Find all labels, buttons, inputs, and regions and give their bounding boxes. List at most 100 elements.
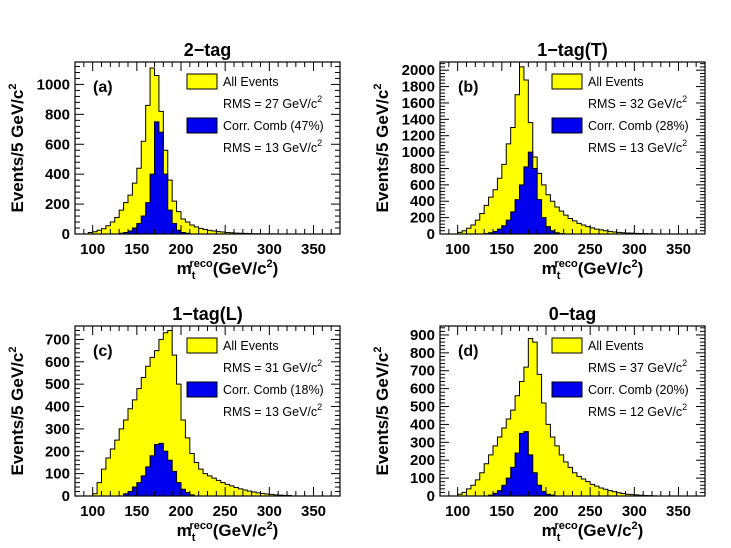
y-axis-label: Events/5 GeV/c2	[372, 84, 392, 213]
y-axis-label: Events/5 GeV/c2	[372, 347, 392, 476]
x-tick-label: 200	[168, 503, 193, 520]
x-tick-label: 350	[666, 503, 691, 520]
chart-panel-2: 100 150 200 250 300 3500200400600800100012001…	[372, 40, 706, 282]
legend-entry: Corr. Comb (18%)	[223, 383, 324, 397]
legend-entry: RMS = 13 GeV/c2	[223, 402, 322, 419]
histogram-correct-combination	[123, 442, 195, 497]
y-tick-label: 800	[45, 106, 70, 123]
y-tick-label: 200	[410, 210, 435, 227]
chart-panel-3: 100 150 200 250 300 350 0 100 200 300 400 500 600 700…	[7, 304, 341, 544]
y-tick-label: 0	[62, 226, 70, 243]
y-tick-label: 600	[410, 177, 435, 194]
x-tick-label: 250	[578, 503, 603, 520]
legend-swatch	[186, 337, 218, 354]
panel-label: (c)	[93, 343, 113, 360]
legend-swatch	[551, 73, 583, 90]
legend-entry: Corr. Comb (47%)	[223, 119, 324, 133]
y-tick-label: 300	[45, 421, 70, 438]
legend-entry: All Events	[223, 339, 279, 353]
legend-entry: All Events	[588, 339, 644, 353]
legend-swatch	[186, 381, 218, 398]
x-tick-label: 300	[622, 503, 647, 520]
legend-swatch	[551, 381, 583, 398]
y-tick-label: 200	[45, 443, 70, 460]
x-tick-label: 150	[489, 503, 514, 520]
x-tick-label: 250	[213, 241, 238, 258]
y-tick-label: 500	[45, 376, 70, 393]
y-tick-label: 300	[410, 434, 435, 451]
y-tick-label: 400	[45, 399, 70, 416]
x-tick-label: 200	[533, 241, 558, 258]
y-tick-label: 1600	[402, 95, 435, 112]
y-tick-label: 400	[410, 193, 435, 210]
y-tick-label: 600	[45, 354, 70, 371]
y-tick-label: 1000	[37, 76, 70, 93]
y-tick-label: 200	[410, 452, 435, 469]
y-tick-label: 0	[427, 488, 435, 505]
y-tick-label: 100	[45, 466, 70, 483]
y-tick-label: 600	[410, 381, 435, 398]
legend-swatch	[551, 337, 583, 354]
legend-entry: All Events	[223, 75, 279, 89]
x-tick-label: 100	[80, 241, 105, 258]
panel-label: (d)	[458, 343, 478, 360]
y-tick-label: 600	[45, 136, 70, 153]
legend-entry: All Events	[588, 75, 644, 89]
y-tick-label: 200	[45, 196, 70, 213]
histogram-correct-combination	[483, 151, 565, 235]
x-axis-label: mtreco(GeV/c2)	[177, 520, 279, 544]
y-tick-label: 500	[410, 399, 435, 416]
x-tick-label: 350	[301, 503, 326, 520]
x-tick-label: 350	[301, 241, 326, 258]
legend-entry: RMS = 27 GeV/c2	[223, 94, 322, 111]
x-tick-label: 100	[80, 503, 105, 520]
y-tick-label: 0	[427, 226, 435, 243]
x-tick-label: 150	[489, 241, 514, 258]
legend-entry: RMS = 12 GeV/c2	[588, 402, 687, 419]
chart-panel-4: 100 150 200 250 300 3500100200300400500600700…	[372, 304, 706, 544]
x-tick-label: 300	[257, 241, 282, 258]
x-tick-label: 250	[213, 503, 238, 520]
panel-label: (b)	[458, 79, 478, 96]
y-axis-label: Events/5 GeV/c2	[7, 347, 27, 476]
legend-swatch	[186, 73, 218, 90]
y-tick-label: 1400	[402, 111, 435, 128]
x-axis-label: mtreco(GeV/c2)	[542, 258, 644, 282]
legend-swatch	[551, 117, 583, 134]
x-tick-label: 100	[445, 241, 470, 258]
x-tick-label: 250	[578, 241, 603, 258]
y-tick-label: 700	[410, 363, 435, 380]
x-tick-label: 200	[533, 503, 558, 520]
y-axis-label: Events/5 GeV/c2	[7, 84, 27, 213]
y-tick-label: 0	[62, 488, 70, 505]
y-tick-label: 1800	[402, 79, 435, 96]
y-tick-label: 400	[45, 166, 70, 183]
x-tick-label: 100	[445, 503, 470, 520]
legend-entry: RMS = 13 GeV/c2	[588, 138, 687, 155]
panel-title: 1−tag(L)	[172, 304, 243, 324]
legend-entry: RMS = 31 GeV/c2	[223, 358, 322, 375]
legend-entry: RMS = 13 GeV/c2	[223, 138, 322, 155]
y-tick-label: 800	[410, 160, 435, 177]
histogram-all-events	[87, 67, 275, 235]
panel-title: 0−tag	[549, 304, 597, 324]
legend-swatch	[186, 117, 218, 134]
panel-title: 2−tag	[184, 40, 232, 60]
x-tick-label: 300	[622, 241, 647, 258]
y-tick-label: 800	[410, 345, 435, 362]
y-tick-label: 400	[410, 416, 435, 433]
x-tick-label: 200	[168, 241, 193, 258]
x-tick-label: 350	[666, 241, 691, 258]
x-axis-label: mtreco(GeV/c2)	[177, 258, 279, 282]
y-tick-label: 700	[45, 331, 70, 348]
x-tick-label: 300	[257, 503, 282, 520]
legend-entry: RMS = 37 GeV/c2	[588, 358, 687, 375]
legend-entry: RMS = 32 GeV/c2	[588, 94, 687, 111]
chart-panel-1: 100 150 200 250 300 350 0 200 400 600 800 1000 2−tag…	[7, 40, 341, 282]
panel-title: 1−tag(T)	[537, 40, 608, 60]
x-axis-label: mtreco(GeV/c2)	[542, 520, 644, 544]
legend-entry: Corr. Comb (28%)	[588, 119, 689, 133]
panel-label: (a)	[93, 79, 113, 96]
y-tick-label: 1200	[402, 128, 435, 145]
